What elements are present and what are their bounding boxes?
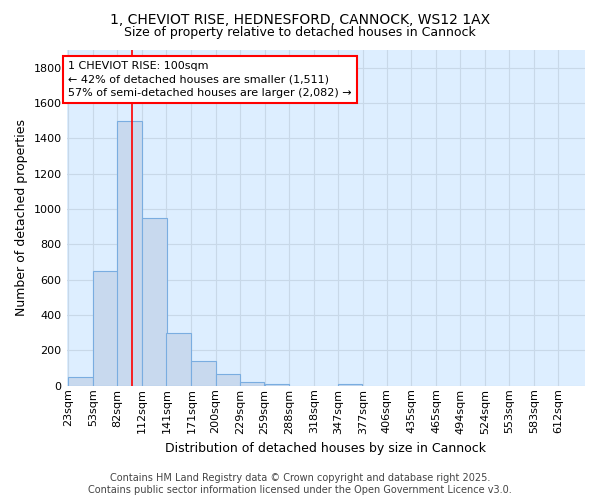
Text: Size of property relative to detached houses in Cannock: Size of property relative to detached ho…: [124, 26, 476, 39]
X-axis label: Distribution of detached houses by size in Cannock: Distribution of detached houses by size …: [165, 442, 486, 455]
Text: 1 CHEVIOT RISE: 100sqm
← 42% of detached houses are smaller (1,511)
57% of semi-: 1 CHEVIOT RISE: 100sqm ← 42% of detached…: [68, 62, 352, 98]
Bar: [191, 361, 216, 386]
Bar: [166, 332, 191, 386]
Text: 1, CHEVIOT RISE, HEDNESFORD, CANNOCK, WS12 1AX: 1, CHEVIOT RISE, HEDNESFORD, CANNOCK, WS…: [110, 12, 490, 26]
Bar: [68, 377, 93, 386]
Text: Contains HM Land Registry data © Crown copyright and database right 2025.
Contai: Contains HM Land Registry data © Crown c…: [88, 474, 512, 495]
Bar: [118, 120, 142, 386]
Bar: [338, 384, 362, 386]
Y-axis label: Number of detached properties: Number of detached properties: [15, 120, 28, 316]
Bar: [239, 382, 264, 386]
Bar: [215, 374, 240, 386]
Bar: [93, 271, 118, 386]
Bar: [142, 218, 167, 386]
Bar: [265, 384, 289, 386]
